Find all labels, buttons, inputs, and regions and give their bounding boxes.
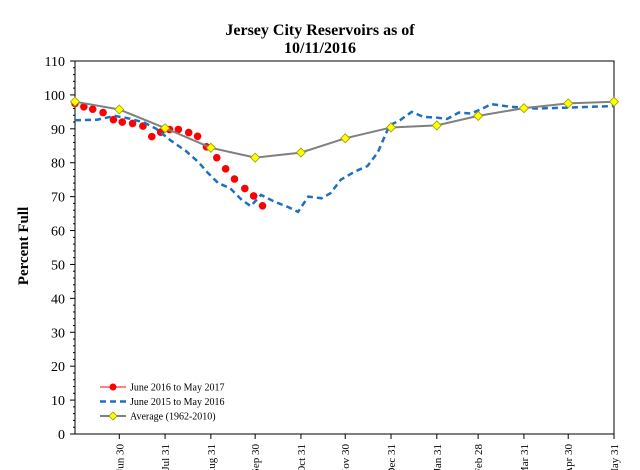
average-point [340, 133, 351, 144]
y-tick-label: 30 [51, 326, 65, 341]
x-tick-label: Jan 31 [432, 444, 444, 470]
average-point [114, 104, 125, 115]
current-year-point [147, 132, 156, 141]
current-year-point [193, 132, 202, 141]
x-tick-label: May 31 [609, 444, 621, 470]
series-2 [69, 96, 620, 163]
y-tick-label: 40 [51, 292, 65, 307]
legend: June 2016 to May 2017 June 2015 to May 20… [100, 383, 224, 423]
y-tick-label: 70 [51, 191, 65, 206]
average-point [608, 96, 620, 107]
y-tick-label: 80 [51, 157, 65, 172]
current-year-point [118, 118, 127, 126]
average-point [160, 123, 171, 134]
legend-label: June 2016 to May 2017 [130, 383, 224, 394]
current-year-point [184, 128, 193, 137]
current-year-point [88, 105, 97, 113]
x-tick-label: Dec 31 [386, 444, 398, 470]
average-point [473, 110, 484, 121]
y-tick-label: 50 [51, 258, 65, 273]
legend-label: Average (1962-2010) [130, 412, 216, 423]
y-tick-label: 10 [51, 394, 65, 409]
x-tick-label: Oct 31 [296, 444, 308, 470]
average-point [69, 96, 81, 107]
y-tick-label: 90 [51, 123, 65, 138]
current-year-point [212, 153, 221, 162]
current-year-point [249, 192, 258, 200]
legend-item: June 2016 to May 2017 [100, 383, 224, 394]
x-tick-label: Aug 31 [206, 444, 218, 470]
average-point [518, 103, 529, 114]
x-tick-label: Apr 30 [563, 444, 575, 470]
current-year-point [80, 102, 88, 111]
legend-item: June 2015 to May 2016 [100, 397, 224, 408]
y-tick-label: 100 [44, 89, 65, 104]
average-point [205, 142, 216, 153]
average-point [431, 120, 442, 131]
current-year-point [99, 108, 107, 117]
series-1 [74, 102, 615, 214]
series-line-2015 [74, 102, 615, 214]
legend-marker [109, 383, 117, 391]
current-year-point [221, 165, 230, 173]
y-tick-label: 60 [51, 225, 65, 240]
x-axis: Jun 30 Jul 31 Aug 31 Sep 30 Oct 31 Nov 30 Dec … [114, 434, 621, 470]
average-point [250, 152, 261, 163]
y-tick-label: 0 [58, 428, 65, 443]
average-point [563, 98, 574, 109]
chart-title-line2: 10/11/2016 [284, 40, 356, 57]
legend-item: Average (1962-2010) [100, 411, 216, 423]
current-year-point [109, 115, 118, 124]
y-tick-label: 110 [45, 55, 65, 70]
x-tick-label: Jun 30 [114, 444, 126, 470]
y-tick-label: 20 [51, 360, 65, 375]
current-year-point [230, 175, 239, 183]
x-tick-label: Mar 31 [519, 444, 531, 470]
y-axis: 0 10 20 30 40 50 60 70 80 90 100 110 [44, 55, 75, 443]
current-year-point [241, 184, 249, 193]
chart-title-line1: Jersey City Reservoirs as of [225, 22, 415, 39]
legend-marker [108, 411, 118, 421]
current-year-point [174, 125, 183, 134]
legend-label: June 2015 to May 2016 [130, 397, 224, 408]
current-year-point [258, 201, 267, 210]
x-tick-label: Nov 30 [340, 444, 352, 470]
x-tick-label: Sep 30 [250, 444, 262, 470]
series-layer [69, 96, 620, 214]
x-tick-label: Jul 31 [160, 444, 172, 470]
plot-area [74, 60, 615, 435]
average-point [385, 122, 397, 133]
plot-frame [74, 60, 615, 435]
y-axis-label: Percent Full [16, 207, 32, 285]
x-tick-label: Feb 28 [473, 444, 485, 470]
current-year-point [128, 119, 137, 128]
average-point [295, 147, 307, 158]
